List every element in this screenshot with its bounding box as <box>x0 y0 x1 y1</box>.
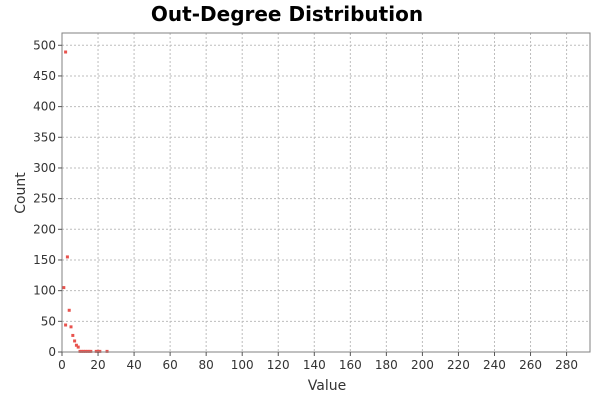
chart-title: Out-Degree Distribution <box>151 2 423 26</box>
x-tick-label: 80 <box>199 358 214 372</box>
data-point <box>69 325 73 329</box>
x-tick-label: 40 <box>126 358 141 372</box>
x-tick-label: 120 <box>267 358 290 372</box>
data-point <box>76 345 80 349</box>
data-point <box>74 343 78 347</box>
data-point <box>89 349 93 353</box>
x-tick-label: 160 <box>339 358 362 372</box>
x-tick-label: 140 <box>303 358 326 372</box>
x-tick-label: 220 <box>447 358 470 372</box>
x-tick-label: 180 <box>375 358 398 372</box>
x-tick-label: 20 <box>90 358 105 372</box>
x-tick-label: 200 <box>411 358 434 372</box>
data-point <box>83 349 87 353</box>
x-tick-label: 60 <box>162 358 177 372</box>
data-point <box>73 339 77 343</box>
data-point <box>82 349 86 353</box>
data-point <box>64 323 68 327</box>
y-tick-label: 400 <box>33 100 56 114</box>
x-tick-label: 260 <box>519 358 542 372</box>
data-point <box>85 349 89 353</box>
y-tick-label: 250 <box>33 192 56 206</box>
data-point <box>80 349 84 353</box>
plot-frame <box>61 32 591 353</box>
data-point <box>94 349 98 353</box>
plot-background <box>62 33 590 352</box>
data-point <box>65 255 69 259</box>
x-tick-label: 0 <box>58 358 66 372</box>
y-tick-label: 350 <box>33 130 56 144</box>
x-tick-label: 100 <box>231 358 254 372</box>
data-point <box>71 333 75 337</box>
data-point <box>96 349 100 353</box>
data-point <box>67 308 71 312</box>
data-point <box>64 50 68 54</box>
x-tick-label: 240 <box>483 358 506 372</box>
data-points <box>62 50 109 353</box>
y-axis-label: Count <box>13 172 29 214</box>
y-tick-label: 200 <box>33 222 56 236</box>
data-point <box>87 349 91 353</box>
plot-border <box>61 32 591 353</box>
x-axis-ticks: 0 20 40 60 80 100 120 140 160 180 200 220 240 260 280 <box>58 352 578 372</box>
data-point <box>62 286 66 290</box>
y-tick-label: 100 <box>33 284 56 298</box>
y-tick-label: 50 <box>41 314 56 328</box>
y-tick-label: 450 <box>33 69 56 83</box>
y-tick-label: 300 <box>33 161 56 175</box>
y-tick-label: 150 <box>33 253 56 267</box>
y-tick-label: 0 <box>48 345 56 359</box>
y-axis-ticks: 0 50 100 150 200 250 300 350 400 450 500 <box>33 38 62 359</box>
data-point <box>98 349 102 353</box>
y-tick-label: 500 <box>33 38 56 52</box>
data-point <box>105 349 109 353</box>
x-tick-label: 280 <box>555 358 578 372</box>
data-point <box>78 349 82 353</box>
grid <box>61 33 590 353</box>
x-axis-label: Value <box>308 378 346 394</box>
